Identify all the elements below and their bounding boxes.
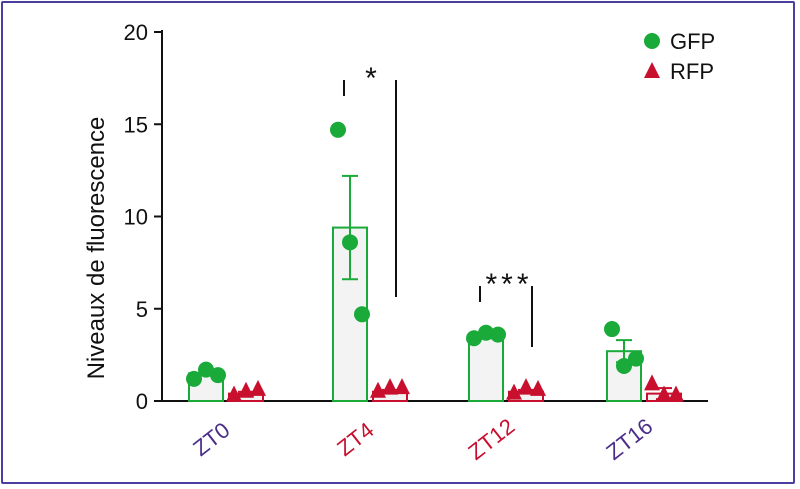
gfp-point <box>198 361 214 378</box>
y-tick-label: 20 <box>124 20 148 45</box>
y-axis-label: Niveaux de fluorescence <box>83 117 110 380</box>
y-tick-label: 15 <box>124 112 148 137</box>
rfp-point <box>370 381 386 398</box>
rfp-point <box>250 379 266 396</box>
gfp-point <box>628 350 644 367</box>
legend-label: RFP <box>670 59 714 84</box>
rfp-point <box>226 385 242 402</box>
x-tick-label: ZT16 <box>601 413 657 464</box>
gfp-point <box>478 324 494 341</box>
legend-label: GFP <box>670 29 715 54</box>
rfp-point <box>238 381 254 398</box>
legend-rfp-marker <box>644 62 660 78</box>
gfp-point <box>354 306 370 323</box>
rfp-point <box>506 383 522 400</box>
rfp-point <box>518 378 534 395</box>
gfp-point <box>186 370 202 387</box>
gfp-point <box>342 234 358 251</box>
gfp-point <box>466 330 482 347</box>
y-tick-label: 5 <box>136 297 148 322</box>
gfp-bar <box>468 335 504 402</box>
rfp-point <box>656 385 672 402</box>
gfp-point <box>210 367 226 384</box>
gfp-point <box>604 321 620 338</box>
y-tick-label: 0 <box>136 389 148 414</box>
x-tick-label: ZT12 <box>463 413 519 464</box>
x-tick-label: ZT4 <box>332 417 378 461</box>
gfp-point <box>490 326 506 343</box>
significance-stars: * <box>365 62 381 95</box>
significance-stars: *** <box>485 268 532 301</box>
rfp-point <box>530 379 546 396</box>
rfp-point <box>382 378 398 395</box>
rfp-point <box>394 378 410 395</box>
x-tick-label: ZT0 <box>188 417 234 461</box>
gfp-point <box>330 121 346 138</box>
y-tick-label: 10 <box>124 205 148 230</box>
rfp-point <box>644 374 660 391</box>
gfp-point <box>616 357 632 374</box>
legend-gfp-marker <box>644 33 660 49</box>
rfp-point <box>668 385 684 402</box>
